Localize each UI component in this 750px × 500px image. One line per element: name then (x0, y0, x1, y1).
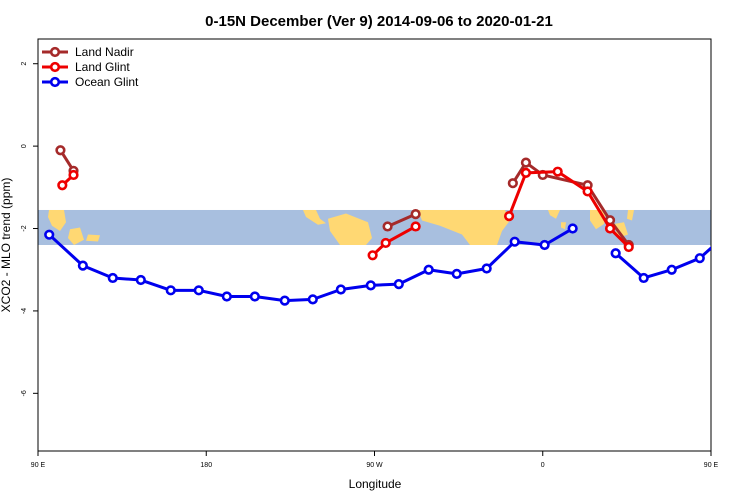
data-point-land-glint (57, 180, 68, 191)
data-point-land-glint (623, 241, 634, 253)
data-point-ocean-glint (365, 280, 376, 291)
region-band (38, 209, 711, 245)
data-point-ocean-glint (279, 295, 290, 306)
data-point-ocean-glint (165, 285, 176, 296)
legend-label-ocean-glint: Ocean Glint (75, 75, 139, 89)
data-point-ocean-glint (638, 272, 649, 284)
y-axis-label: XCO2 - MLO trend (ppm) (0, 178, 13, 313)
x-axis: 90 E 180 90 W 0 90 E (31, 451, 719, 469)
series-layer (44, 145, 750, 306)
data-point-land-nadir (507, 178, 518, 189)
x-tick-label: 90 E (704, 462, 719, 469)
x-tick-label: 90 W (366, 462, 383, 469)
data-point-ocean-glint (307, 294, 318, 305)
x-axis-label: Longitude (349, 477, 402, 491)
data-point-land-nadir (745, 227, 750, 235)
data-point-ocean-glint (567, 223, 578, 234)
data-point-ocean-glint (135, 274, 146, 286)
data-point-ocean-glint (249, 291, 260, 302)
y-axis: 2 0 -2 -4 -6 (21, 62, 38, 396)
data-point-ocean-glint (666, 264, 677, 275)
data-point-ocean-glint (694, 253, 705, 264)
data-point-ocean-glint (423, 264, 434, 275)
y-tick-label: 0 (21, 144, 28, 148)
data-point-ocean-glint (44, 229, 55, 240)
data-point-ocean-glint (539, 239, 550, 251)
land-india (548, 209, 560, 219)
data-point-land-glint (520, 167, 532, 178)
legend-label-land-glint: Land Glint (75, 60, 130, 74)
data-point-land-nadir (410, 209, 421, 220)
land-png (86, 234, 100, 242)
data-point-land-glint (367, 250, 378, 261)
data-point-ocean-glint (722, 231, 730, 239)
legend-marker-land-nadir (49, 46, 61, 58)
data-point-land-glint (741, 214, 749, 222)
data-point-land-glint (504, 211, 515, 222)
series-land-glint (57, 166, 750, 261)
data-point-ocean-glint (451, 268, 462, 279)
y-tick-label: -2 (21, 225, 28, 231)
series-ocean-glint (44, 223, 730, 306)
land-south-america (328, 213, 372, 245)
x-tick-label: 90 E (31, 462, 46, 469)
data-point-land-nadir (382, 221, 393, 232)
land-africa (418, 209, 510, 245)
data-point-ocean-glint (77, 260, 88, 271)
y-tick-label: -4 (21, 308, 28, 314)
x-tick-label: 0 (541, 462, 545, 469)
data-point-ocean-glint (221, 291, 232, 302)
x-tick-label: 180 (200, 462, 212, 469)
data-point-ocean-glint (335, 284, 346, 295)
data-point-land-glint (604, 223, 616, 234)
series-line-land-nadir (386, 212, 417, 228)
chart-title: 0-15N December (Ver 9) 2014-09-06 to 202… (205, 13, 553, 30)
data-point-ocean-glint (509, 236, 520, 247)
data-point-land-glint (745, 237, 750, 245)
series-line-ocean-glint (614, 246, 711, 280)
land-borneo (68, 227, 84, 245)
data-point-ocean-glint (393, 279, 404, 290)
data-point-land-glint (410, 221, 421, 232)
data-point-land-glint (582, 186, 593, 197)
data-point-land-glint (552, 166, 563, 177)
data-point-ocean-glint (610, 248, 621, 259)
data-point-ocean-glint (193, 285, 204, 296)
legend-label-land-nadir: Land Nadir (75, 45, 134, 59)
data-point-land-nadir (520, 157, 532, 168)
series-line-land-glint (745, 175, 750, 241)
y-tick-label: 2 (21, 62, 28, 66)
data-point-land-glint (68, 169, 79, 181)
land-philippines (627, 209, 634, 221)
data-point-ocean-glint (107, 272, 118, 284)
land-central-america (303, 209, 326, 225)
y-tick-label: -6 (21, 390, 28, 396)
legend-marker-land-glint (49, 61, 61, 73)
data-point-land-nadir (55, 145, 66, 156)
data-point-land-glint (380, 237, 391, 249)
land-sri-lanka (561, 222, 566, 230)
data-point-ocean-glint (481, 263, 492, 274)
land-masses (48, 209, 634, 245)
land-indonesia-west (48, 209, 66, 231)
legend-marker-ocean-glint (49, 76, 61, 88)
